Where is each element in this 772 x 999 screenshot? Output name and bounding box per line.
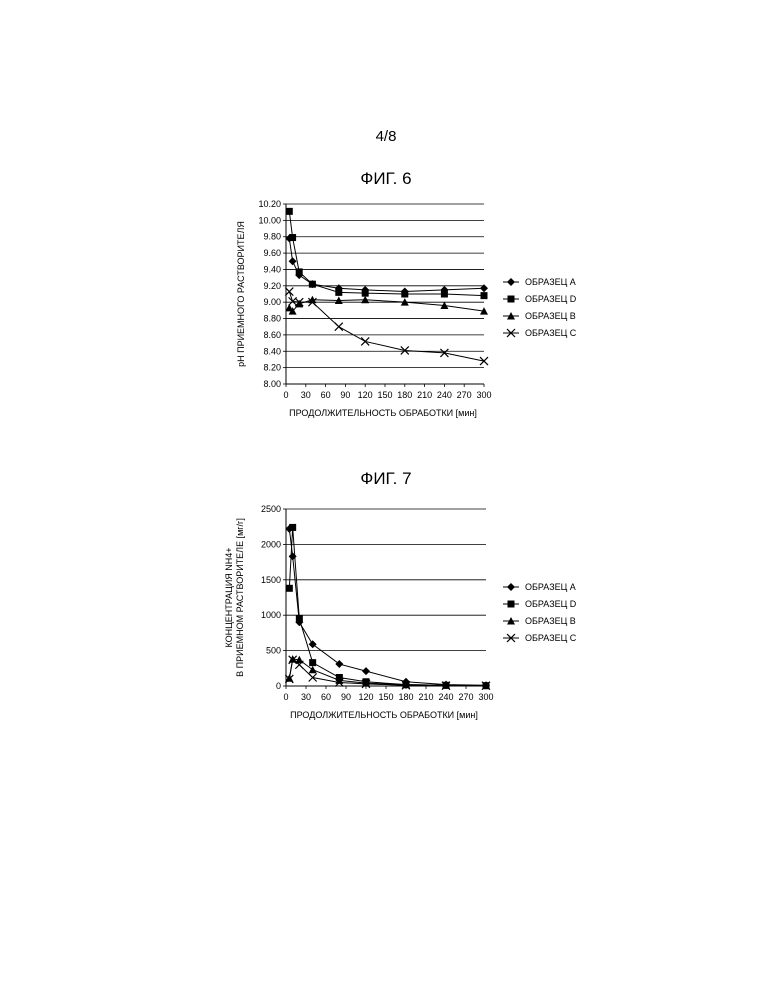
data-point-square: [289, 234, 296, 241]
y-axis-title: pH ПРИЕМНОГО РАСТВОРИТЕЛЯ: [236, 221, 246, 367]
y-tick-label: 9.20: [263, 281, 281, 291]
series-line-diamond: [289, 238, 484, 291]
data-point-x: [309, 674, 317, 682]
data-point-x: [361, 337, 369, 345]
y-tick-label: 1000: [261, 610, 281, 620]
x-axis-title: ПРОДОЛЖИТЕЛЬНОСТЬ ОБРАБОТКИ [мин]: [290, 710, 478, 720]
data-point-square: [286, 208, 293, 215]
data-point-square: [296, 268, 303, 275]
legend-label: ОБРАЗЕЦ A: [525, 582, 576, 592]
y-tick-label: 2000: [261, 539, 281, 549]
data-point-x: [480, 357, 488, 365]
x-tick-label: 270: [457, 390, 472, 400]
x-axis-title: ПРОДОЛЖИТЕЛЬНОСТЬ ОБРАБОТКИ [мин]: [289, 408, 477, 418]
y-tick-label: 10.20: [258, 199, 281, 209]
x-tick-label: 240: [437, 390, 452, 400]
x-tick-label: 60: [321, 692, 331, 702]
x-tick-label: 90: [341, 692, 351, 702]
x-tick-label: 240: [438, 692, 453, 702]
series-line-triangle: [289, 659, 486, 686]
chart-title: ФИГ. 6: [360, 169, 411, 188]
y-tick-label: 10.00: [258, 215, 281, 225]
series-line-square: [289, 527, 486, 685]
y-tick-label: 9.80: [263, 232, 281, 242]
data-point-square: [309, 659, 316, 666]
y-tick-label: 8.60: [263, 330, 281, 340]
series-line-triangle: [289, 300, 484, 311]
data-point-diamond: [309, 640, 317, 648]
x-tick-label: 210: [418, 692, 433, 702]
y-tick-label: 8.40: [263, 346, 281, 356]
data-point-triangle: [295, 300, 303, 308]
series-line-x: [289, 660, 486, 686]
data-point-diamond: [289, 257, 297, 265]
y-tick-label: 9.00: [263, 297, 281, 307]
data-point-square: [286, 585, 293, 592]
x-tick-label: 0: [283, 692, 288, 702]
x-tick-label: 30: [301, 692, 311, 702]
x-tick-label: 180: [398, 692, 413, 702]
x-tick-label: 60: [321, 390, 331, 400]
legend-marker-square: [508, 296, 515, 303]
x-tick-label: 300: [478, 692, 493, 702]
data-point-square: [401, 291, 408, 298]
x-tick-label: 120: [358, 390, 373, 400]
legend-marker-diamond: [507, 583, 515, 591]
legend-label: ОБРАЗЕЦ C: [525, 633, 577, 643]
y-tick-label: 9.40: [263, 264, 281, 274]
data-point-square: [335, 289, 342, 296]
y-tick-label: 8.00: [263, 379, 281, 389]
legend-label: ОБРАЗЕЦ D: [525, 294, 577, 304]
y-tick-label: 0: [276, 681, 281, 691]
series-line-diamond: [289, 529, 486, 685]
x-tick-label: 300: [476, 390, 491, 400]
legend-label: ОБРАЗЕЦ C: [525, 328, 577, 338]
legend-marker-diamond: [507, 278, 515, 286]
y-axis-title: В ПРИЕМНОМ РАСТВОРИТЕЛЕ [мг/г]: [235, 518, 245, 677]
x-tick-label: 210: [417, 390, 432, 400]
y-tick-label: 9.60: [263, 248, 281, 258]
x-tick-label: 120: [358, 692, 373, 702]
x-tick-label: 270: [458, 692, 473, 702]
x-tick-label: 0: [283, 390, 288, 400]
chart-fig-7: ФИГ. 7 0 500 1000 1500 2000 2500 0 30 60 90 120 150 1…: [0, 460, 772, 740]
data-point-square: [362, 290, 369, 297]
y-tick-label: 500: [266, 646, 281, 656]
data-point-diamond: [335, 660, 343, 668]
data-point-x: [335, 323, 343, 331]
data-point-square: [309, 281, 316, 288]
x-tick-label: 90: [340, 390, 350, 400]
legend-label: ОБРАЗЕЦ B: [525, 311, 576, 321]
legend-label: ОБРАЗЕЦ D: [525, 599, 577, 609]
x-tick-label: 180: [397, 390, 412, 400]
data-point-diamond: [362, 667, 370, 675]
y-tick-label: 8.80: [263, 314, 281, 324]
y-tick-label: 8.20: [263, 363, 281, 373]
data-point-square: [441, 291, 448, 298]
y-tick-label: 1500: [261, 575, 281, 585]
data-point-square: [481, 292, 488, 299]
data-point-square: [289, 524, 296, 531]
chart-fig-6: ФИГ. 6 8.00 8.20 8.40 8.60 8.80 9.00 9.20 9.40 9.…: [0, 160, 772, 440]
legend-marker-square: [508, 601, 515, 608]
data-point-square: [296, 615, 303, 622]
page-number: 4/8: [0, 128, 772, 145]
chart-title: ФИГ. 7: [360, 469, 411, 488]
series-line-square: [289, 211, 484, 295]
x-tick-label: 150: [378, 692, 393, 702]
legend-label: ОБРАЗЕЦ A: [525, 277, 576, 287]
data-point-triangle: [309, 666, 317, 674]
y-tick-label: 2500: [261, 504, 281, 514]
x-tick-label: 30: [301, 390, 311, 400]
y-axis-title: КОНЦЕНТРАЦИЯ NH4+: [224, 547, 234, 647]
x-tick-label: 150: [377, 390, 392, 400]
legend-label: ОБРАЗЕЦ B: [525, 616, 576, 626]
